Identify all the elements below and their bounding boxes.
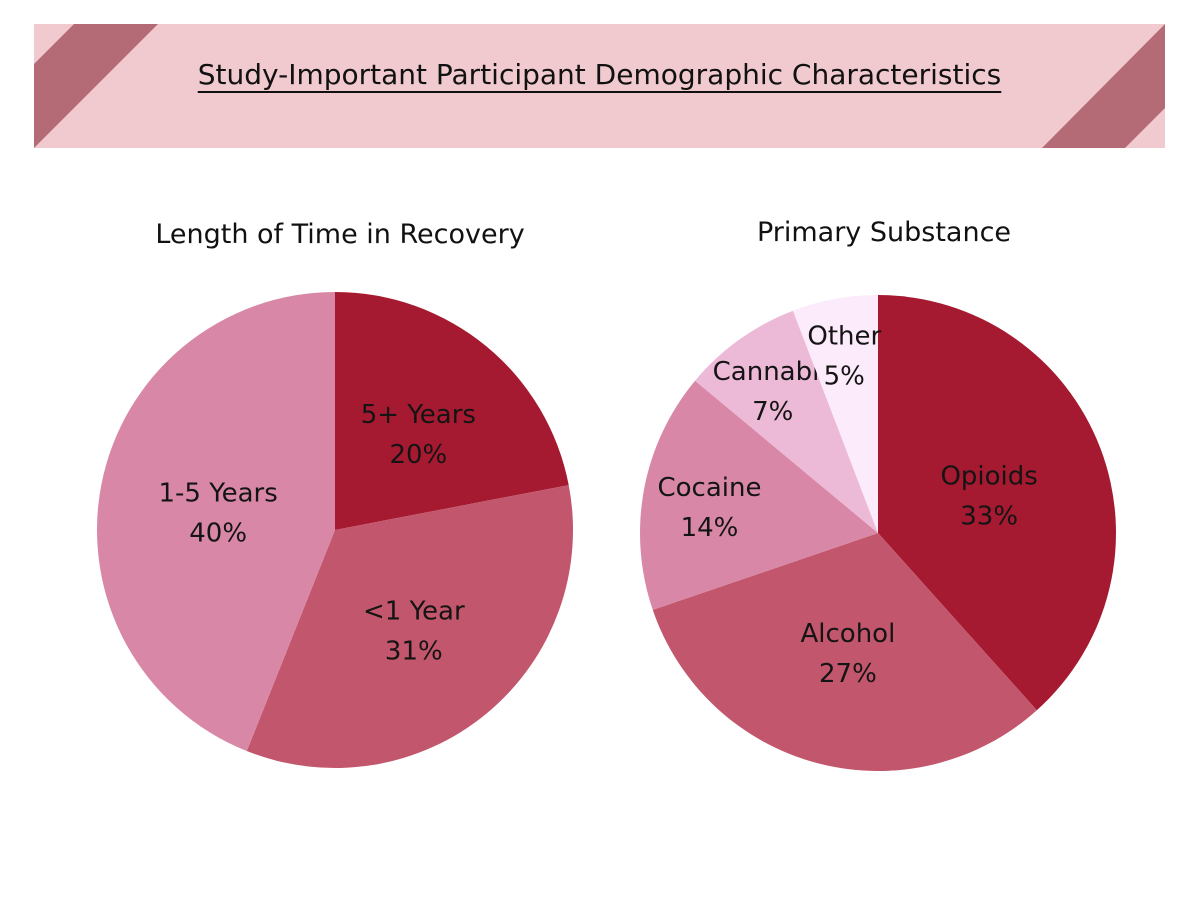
pie-chart-substance: Opioids33%Alcohol27%Cocaine14%Cannabis7%… [640,295,1116,771]
slice-label-substance-opioids: Opioids [940,461,1037,491]
pie-slice-recovery-1-5-years [97,292,335,752]
pie-slice-substance-alcohol [652,533,1037,771]
slice-label-substance-alcohol: Alcohol [800,619,895,649]
slice-value-substance-opioids: 33% [960,501,1018,531]
slice-label-substance-cocaine: Cocaine [657,473,761,503]
pie-slice-recovery-1-year [246,485,574,768]
pie-slice-substance-other [792,295,878,533]
slice-label-recovery-1-year: <1 Year [363,596,465,626]
pie-slice-substance-cannabis [695,310,878,533]
slice-value-recovery-1-year: 31% [385,636,443,666]
page-title: Study-Important Participant Demographic … [197,58,1002,91]
slice-label-substance-other: Other [807,321,881,351]
pie-chart-recovery: 5+ Years 20% <1 Year 31% 1-5 Years 40% [97,292,574,768]
slice-label-recovery-1-5-years: 1-5 Years [158,479,277,509]
chart-title-substance: Primary Substance [756,217,1012,248]
banner-stripe-left [34,24,158,148]
slice-value-substance-cannabis: 7% [752,397,793,427]
pie-slice-substance-opioids [878,295,1116,711]
slice-value-recovery-5-years: 20% [389,440,447,470]
slice-value-substance-other: 5% [824,361,865,391]
slice-value-substance-cocaine: 14% [681,513,739,543]
pie-slice-substance-cocaine [640,380,878,610]
slice-value-substance-alcohol: 27% [819,659,877,689]
slice-value-recovery-1-5-years: 40% [189,519,247,549]
chart-title-recovery: Length of Time in Recovery [155,219,525,250]
title-banner: Study-Important Participant Demographic … [34,24,1165,148]
banner-decoration [34,24,1165,148]
banner-stripe-right [1042,24,1165,148]
slice-label-recovery-5-years: 5+ Years [361,400,476,430]
pie-slice-recovery-5-years [335,292,569,530]
